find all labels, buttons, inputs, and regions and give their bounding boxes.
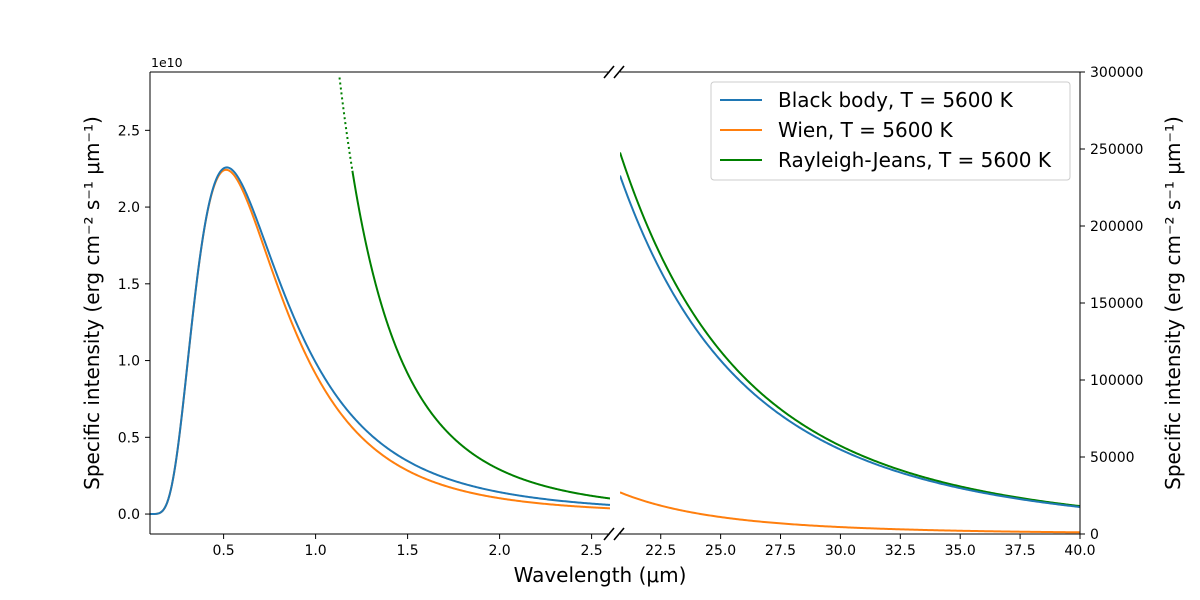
x-tick-label: 40.0 — [1064, 543, 1095, 559]
x-tick-label: 0.5 — [212, 543, 234, 559]
ticks: 0.5 1.0 1.5 2.0 2.5 0.0 0.5 1.0 1.5 2.0 2.5 22.5 25.… — [118, 65, 1144, 559]
legend-label-rayleigh-jeans: Rayleigh-Jeans, T = 5600 K — [778, 148, 1052, 172]
legend-label-wien: Wien, T = 5600 K — [778, 118, 954, 142]
y-tick-label-left: 1.5 — [118, 277, 140, 293]
y-axis-title-right: Specific intensity (erg cm⁻² s⁻¹ μm⁻¹) — [1161, 116, 1185, 490]
axes-frame — [149, 71, 1081, 535]
x-tick-label: 22.5 — [645, 543, 676, 559]
x-tick-label: 2.0 — [488, 543, 510, 559]
y-axis-title-left: Specific intensity (erg cm⁻² s⁻¹ μm⁻¹) — [80, 116, 104, 490]
line-rayleigh-jeans-left-dotted — [338, 77, 354, 171]
break-mark-bottom-2 — [613, 527, 625, 541]
y-tick-label-right: 200000 — [1090, 219, 1143, 235]
x-tick-label: 25.0 — [705, 543, 736, 559]
line-rayleigh-jeans-right — [620, 152, 1080, 508]
line-wien-left — [150, 168, 610, 516]
x-tick-label: 30.0 — [825, 543, 856, 559]
line-rayleigh-jeans-left — [351, 170, 610, 500]
x-tick-label: 35.0 — [945, 543, 976, 559]
x-tick-label: 27.5 — [765, 543, 796, 559]
x-axis-title: Wavelength (μm) — [514, 563, 687, 587]
right-panel-curves — [620, 152, 1080, 534]
line-planck-right — [620, 175, 1080, 508]
y-tick-label-left: 1.0 — [118, 354, 140, 370]
y-tick-label-right: 250000 — [1090, 142, 1143, 158]
y-tick-label-right: 0 — [1090, 527, 1099, 543]
x-tick-label: 1.0 — [304, 543, 326, 559]
y-tick-label-left: 2.5 — [118, 123, 140, 139]
break-mark-top-1 — [603, 65, 615, 79]
x-tick-label: 32.5 — [885, 543, 916, 559]
legend: Black body, T = 5600 K Wien, T = 5600 K … — [710, 81, 1071, 181]
y-tick-label-right: 300000 — [1090, 65, 1143, 81]
break-mark-bottom-1 — [603, 527, 615, 541]
axis-break-marks — [603, 65, 625, 541]
break-mark-top-2 — [613, 65, 625, 79]
legend-label-black-body: Black body, T = 5600 K — [778, 88, 1014, 112]
legend-box — [710, 81, 1071, 181]
y-tick-label-left: 0.0 — [118, 507, 140, 523]
y-offset-label: 1e10 — [151, 55, 183, 70]
left-panel-curves — [150, 77, 610, 516]
x-tick-label: 1.5 — [396, 543, 418, 559]
y-tick-label-right: 150000 — [1090, 296, 1143, 312]
y-tick-label-right: 100000 — [1090, 373, 1143, 389]
y-tick-label-left: 0.5 — [118, 430, 140, 446]
y-tick-label-right: 50000 — [1090, 450, 1135, 466]
x-tick-label: 37.5 — [1005, 543, 1036, 559]
y-tick-label-left: 2.0 — [118, 200, 140, 216]
line-wien-right — [620, 491, 1080, 534]
line-planck-left — [150, 166, 610, 516]
x-tick-label: 2.5 — [580, 543, 602, 559]
